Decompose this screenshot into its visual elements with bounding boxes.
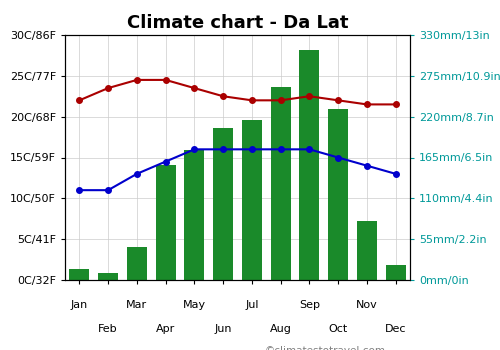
Text: Nov: Nov (356, 300, 378, 310)
Bar (386, 265, 406, 280)
Bar (357, 220, 377, 280)
Text: Oct: Oct (328, 324, 348, 334)
Text: Apr: Apr (156, 324, 176, 334)
Bar (184, 150, 204, 280)
Text: Mar: Mar (126, 300, 148, 310)
Text: Aug: Aug (270, 324, 291, 334)
Text: Feb: Feb (98, 324, 118, 334)
Text: ©climatestotravel.com: ©climatestotravel.com (265, 346, 386, 350)
Text: Jul: Jul (245, 300, 258, 310)
Title: Climate chart - Da Lat: Climate chart - Da Lat (127, 14, 348, 32)
Text: Sep: Sep (299, 300, 320, 310)
Text: May: May (183, 300, 206, 310)
Bar (213, 128, 233, 280)
Bar (70, 269, 89, 280)
Bar (328, 109, 348, 280)
Text: Jan: Jan (71, 300, 88, 310)
Bar (242, 120, 262, 280)
Bar (98, 273, 118, 280)
Text: Dec: Dec (385, 324, 406, 334)
Bar (127, 247, 147, 280)
Bar (156, 165, 176, 280)
Bar (270, 87, 290, 280)
Bar (300, 50, 320, 280)
Text: Jun: Jun (214, 324, 232, 334)
